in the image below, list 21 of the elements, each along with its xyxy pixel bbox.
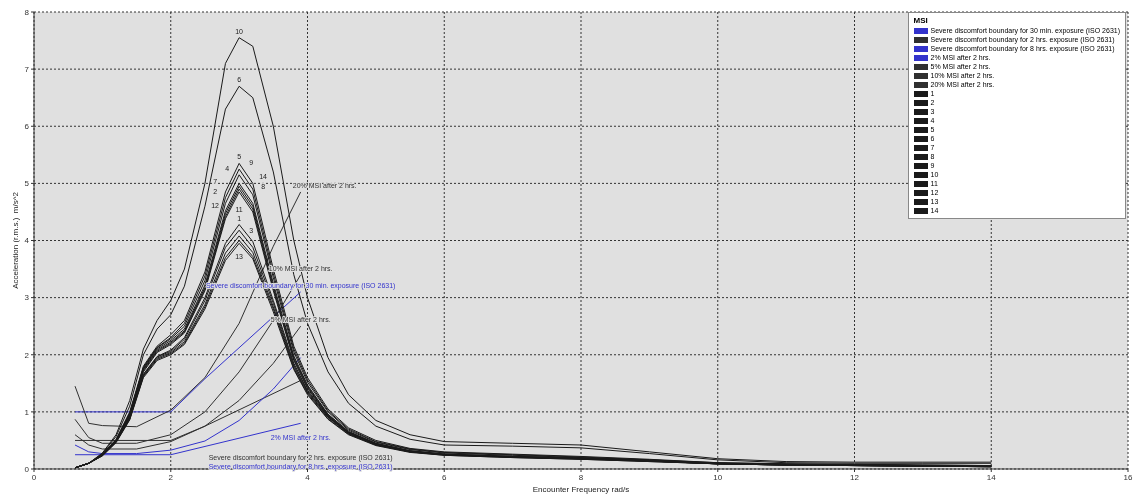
x-tick-label: 14 xyxy=(986,472,997,482)
y-tick-label: 4 xyxy=(24,236,30,246)
y-tick-label: 8 xyxy=(24,7,30,17)
x-tick-label: 2 xyxy=(168,472,174,482)
x-tick-label: 4 xyxy=(305,472,311,482)
y-tick-label: 0 xyxy=(24,464,30,474)
y-tick-label: 1 xyxy=(24,407,30,417)
x-tick-label: 12 xyxy=(850,472,860,482)
y-axis-title: Acceleration (r.m.s.) m/s^2 xyxy=(11,191,21,289)
x-axis-title: Encounter Frequency rad/s xyxy=(532,485,630,494)
y-tick-label: 7 xyxy=(24,64,30,74)
y-tick-label: 6 xyxy=(24,122,30,132)
x-tick-label: 10 xyxy=(713,472,723,482)
x-tick-label: 0 xyxy=(31,472,37,482)
x-tick-label: 6 xyxy=(442,472,448,482)
legend-title: MSI xyxy=(913,16,929,25)
x-tick-label: 16 xyxy=(1123,472,1133,482)
x-tick-label: 8 xyxy=(578,472,584,482)
y-tick-label: 5 xyxy=(24,179,30,189)
y-tick-label: 3 xyxy=(24,293,30,303)
y-tick-label: 2 xyxy=(24,350,30,360)
